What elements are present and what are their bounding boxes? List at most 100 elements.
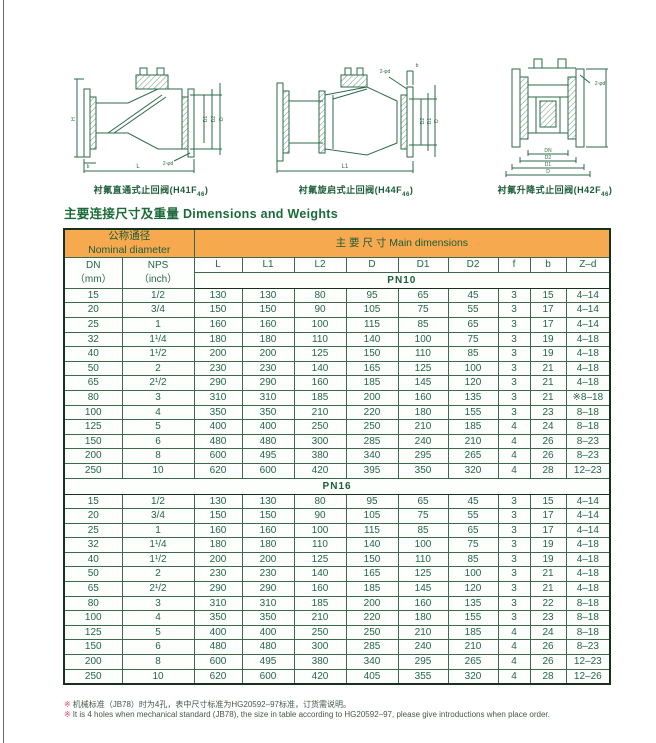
table-cell: 15	[529, 287, 567, 304]
table-cell: 2¹/2	[121, 375, 195, 391]
footnotes: ※ 机械标准（JB78）时为4孔，表中尺寸标准为HG20592–97标准，订货需说…	[64, 700, 624, 720]
table-cell: 210	[293, 610, 347, 626]
table-cell: 21	[529, 360, 567, 377]
pn16-band-label: PN16	[63, 477, 611, 495]
table-cell: 120	[447, 581, 499, 597]
table-cell: 140	[345, 537, 399, 553]
table-cell: 17	[529, 522, 567, 539]
table-cell: 400	[193, 419, 243, 435]
table-cell: 4	[497, 433, 531, 450]
dim-column-header: D1	[397, 257, 449, 273]
table-cell: 4–18	[565, 360, 611, 377]
table-cell: 620	[193, 462, 243, 479]
table-cell: 2¹/2	[121, 581, 195, 597]
table-cell: 620	[193, 668, 243, 685]
table-cell: 25	[63, 522, 123, 539]
table-cell: 250	[63, 462, 123, 479]
table-cell: 4–18	[565, 581, 611, 597]
table-cell: 40	[63, 551, 123, 568]
table-cell: 350	[241, 610, 295, 626]
table-cell: 6	[121, 639, 195, 656]
table-row: 20 3/4 150 150 90 105 75 55 3 17 4–14	[63, 302, 611, 318]
table-cell: 12–23	[565, 654, 611, 670]
table-cell: 55	[447, 508, 499, 524]
table-row: 80 3 310 310 185 200 160 135 3 21 ※8–18	[63, 389, 611, 406]
table-cell: 17	[529, 508, 567, 524]
table-cell: 125	[293, 551, 347, 568]
nps-column-header: NPS （inch）	[121, 257, 195, 289]
table-cell: 395	[345, 462, 399, 479]
table-cell: 295	[397, 654, 449, 670]
pn10-band-row: PN10	[64, 271, 611, 289]
table-cell: 40	[63, 346, 123, 362]
table-cell: 2	[121, 360, 195, 377]
table-cell: 160	[397, 389, 449, 406]
table-cell: 3	[497, 566, 531, 583]
table-cell: 265	[447, 654, 499, 670]
h44f-valve-drawing-icon: L1 D2 D1 D b 2-φd	[276, 63, 440, 174]
table-cell: ※8–18	[565, 389, 611, 406]
dim-column-header: L	[193, 257, 243, 273]
table-cell: 90	[293, 508, 347, 524]
main-dimensions-header: 主 要 尺 寸 Main dimensions	[193, 228, 611, 259]
figure-h42f: DN D2 D1 D 2-φd 衬氟升降式止回阀(H42F46)	[480, 55, 630, 198]
table-cell: 4	[497, 654, 531, 670]
footnote-zh: ※ 机械标准（JB78）时为4孔，表中尺寸标准为HG20592–97标准，订货需说…	[64, 700, 351, 709]
table-cell: 3	[497, 302, 531, 318]
table-cell: 4	[121, 610, 195, 626]
table-cell: 3	[497, 404, 531, 421]
table-cell: 350	[193, 404, 243, 421]
dim-column-header: f	[497, 257, 531, 273]
table-cell: 5	[121, 419, 195, 435]
table-cell: 4	[497, 419, 531, 435]
table-cell: 19	[529, 331, 567, 348]
table-cell: 21	[529, 389, 567, 406]
table-cell: 185	[293, 595, 347, 612]
table-cell: 200	[193, 551, 243, 568]
figure-caption-h42f: 衬氟升降式止回阀(H42F46)	[497, 185, 613, 198]
table-cell: 100	[63, 610, 123, 626]
table-cell: 135	[447, 595, 499, 612]
svg-text:D1: D1	[203, 116, 209, 123]
table-cell: 50	[63, 360, 123, 377]
table-cell: 1/2	[121, 493, 195, 510]
table-row: 80 3 310 310 185 200 160 135 3 22 8–18	[63, 595, 611, 612]
table-row: 100 4 350 350 210 220 180 155 3 23 8–18	[63, 404, 611, 421]
table-cell: 220	[345, 404, 399, 421]
dim-column-header: Z–d	[565, 257, 611, 273]
table-row: 32 1¹/4 180 180 110 140 100 75 3 19 4–18	[63, 331, 611, 348]
table-cell: 4–14	[565, 302, 611, 318]
svg-text:DN: DN	[544, 148, 552, 154]
table-cell: 15	[63, 493, 123, 510]
table-cell: 3	[497, 537, 531, 553]
table-cell: 380	[293, 654, 347, 670]
svg-text:D1: D1	[545, 162, 552, 168]
table-cell: 1¹/4	[121, 537, 195, 553]
table-cell: 4–18	[565, 566, 611, 583]
table-cell: 5	[121, 624, 195, 641]
table-cell: 80	[293, 493, 347, 510]
table-cell: 80	[293, 287, 347, 304]
table-cell: 160	[241, 316, 295, 333]
table-cell: 150	[63, 639, 123, 656]
table-cell: 3	[497, 595, 531, 612]
table-cell: 100	[397, 537, 449, 553]
svg-text:2-φd: 2-φd	[163, 161, 174, 167]
dim-column-header: D2	[447, 257, 499, 273]
table-row: 15 1/2 130 130 80 95 65 45 3 15 4–14	[63, 493, 611, 510]
table-cell: 3/4	[121, 302, 195, 318]
table-cell: 230	[241, 566, 295, 583]
dim-column-header: L2	[293, 257, 347, 273]
table-cell: 65	[447, 522, 499, 539]
table-cell: 75	[447, 537, 499, 553]
table-cell: 250	[293, 419, 347, 435]
table-cell: 3	[497, 360, 531, 377]
table-cell: 22	[529, 595, 567, 612]
table-cell: 200	[63, 448, 123, 464]
table-cell: 115	[345, 522, 399, 539]
table-cell: 17	[529, 302, 567, 318]
table-cell: 1	[121, 522, 195, 539]
table-column-header-row: DN （mm） NPS （inch） L L1 L2 D D1 D2 f b Z–d	[63, 257, 611, 289]
table-cell: 200	[63, 654, 123, 670]
table-cell: 105	[345, 508, 399, 524]
